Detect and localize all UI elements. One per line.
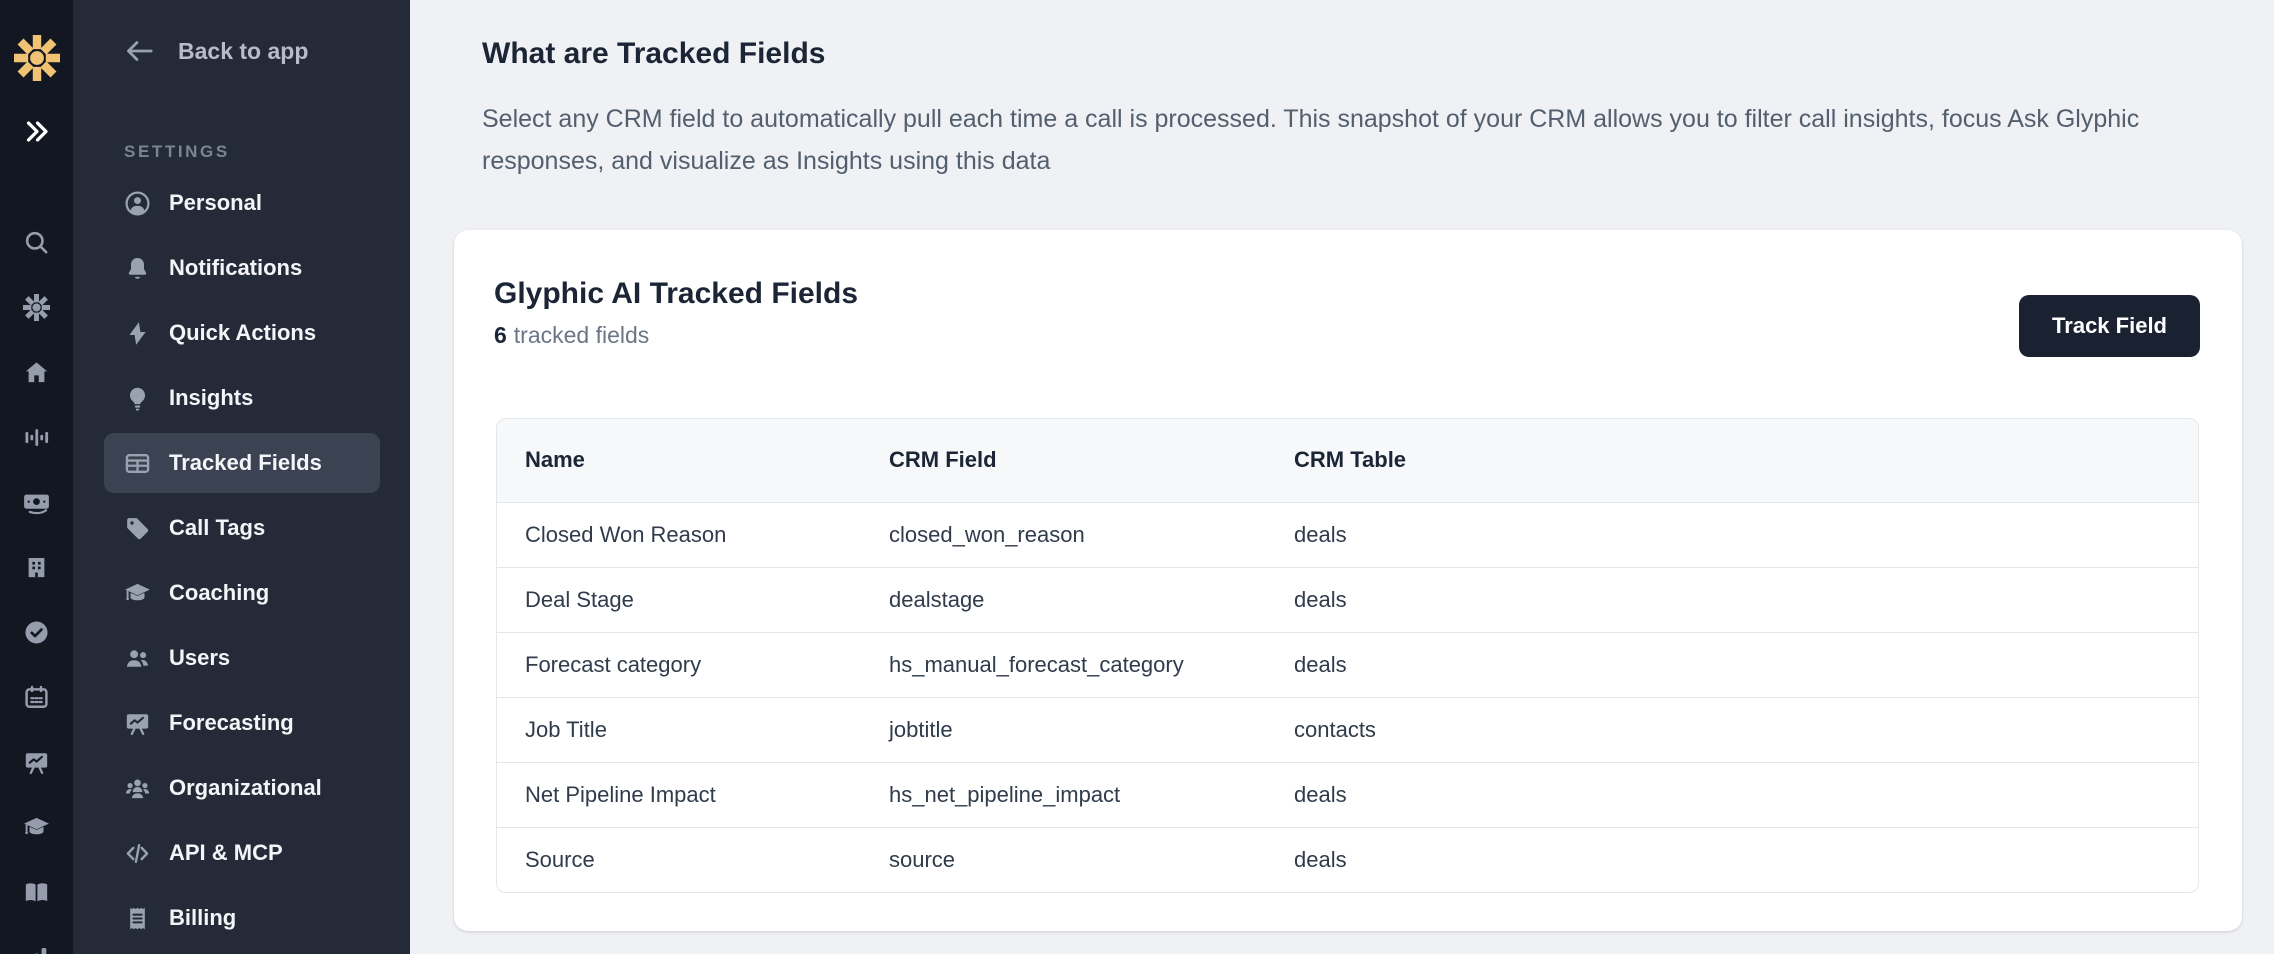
- double-chevron-right-icon[interactable]: [23, 118, 51, 145]
- sidebar-item-organizational[interactable]: Organizational: [104, 758, 380, 818]
- sidebar-item-label: Notifications: [169, 255, 303, 280]
- track-field-button[interactable]: Track Field: [2019, 295, 2200, 357]
- sidebar-item-personal[interactable]: Personal: [104, 173, 380, 233]
- tracked-fields-count: 6 tracked fields: [494, 322, 858, 349]
- cell-name: Job Title: [525, 716, 607, 742]
- main-content: What are Tracked Fields Select any CRM f…: [410, 0, 2274, 954]
- sidebar-item-quick-actions[interactable]: Quick Actions: [104, 303, 380, 363]
- page-description: Select any CRM field to automatically pu…: [482, 105, 2140, 175]
- sidebar-item-label: Insights: [169, 385, 254, 410]
- search-icon[interactable]: [23, 229, 50, 256]
- sidebar-item-label: Users: [169, 645, 231, 670]
- count-label: tracked fields: [513, 322, 650, 348]
- glyphic-mark-icon[interactable]: [23, 294, 50, 321]
- sidebar-item-forecasting[interactable]: Forecasting: [104, 693, 380, 753]
- table-row[interactable]: Forecast category hs_manual_forecast_cat…: [497, 632, 2198, 697]
- sidebar-item-api-mcp[interactable]: API & MCP: [104, 823, 380, 883]
- sidebar-item-label: API & MCP: [169, 840, 283, 865]
- receipt-icon: [124, 905, 151, 932]
- cell-crm-table: deals: [1294, 846, 1347, 872]
- book-icon[interactable]: [23, 879, 50, 906]
- cell-crm-field: dealstage: [889, 586, 985, 612]
- cell-name: Net Pipeline Impact: [525, 781, 716, 807]
- sidebar-item-label: Organizational: [169, 775, 322, 800]
- cell-name: Closed Won Reason: [525, 521, 727, 547]
- col-header-crm-table: CRM Table: [1294, 447, 1407, 473]
- sidebar-item-label: Call Tags: [169, 515, 266, 540]
- people-group-icon: [124, 775, 151, 802]
- col-header-crm-field: CRM Field: [889, 447, 997, 473]
- waveform-icon[interactable]: [23, 424, 50, 451]
- sidebar-item-users[interactable]: Users: [104, 628, 380, 688]
- lightbulb-icon: [124, 385, 151, 412]
- sidebar-item-insights[interactable]: Insights: [104, 368, 380, 428]
- sidebar-item-label: Personal: [169, 190, 262, 215]
- building-icon[interactable]: [23, 554, 50, 581]
- banknote-icon[interactable]: [23, 489, 50, 516]
- cell-crm-field: hs_net_pipeline_impact: [889, 781, 1121, 807]
- tracked-fields-card: Glyphic AI Tracked Fields 6 tracked field…: [454, 230, 2242, 931]
- sidebar-item-label: Forecasting: [169, 710, 294, 735]
- card-title: Glyphic AI Tracked Fields: [494, 277, 859, 310]
- cell-crm-table: deals: [1294, 651, 1347, 677]
- arrow-left-icon: [123, 36, 157, 66]
- sidebar-item-label: Coaching: [169, 580, 270, 605]
- sidebar-item-label: Quick Actions: [169, 320, 317, 345]
- icon-rail: [0, 0, 73, 954]
- col-header-name: Name: [525, 447, 585, 473]
- cell-name: Source: [525, 846, 595, 872]
- tag-icon: [124, 515, 151, 542]
- users-icon: [124, 645, 151, 672]
- back-to-app-label: Back to app: [178, 37, 309, 64]
- cell-name: Deal Stage: [525, 586, 634, 612]
- glyphic-logo-icon[interactable]: [13, 30, 60, 86]
- tracked-fields-table: Name CRM Field CRM Table Closed Won Reas…: [496, 418, 2199, 893]
- presentation-chart-icon: [124, 710, 151, 737]
- cell-name: Forecast category: [525, 651, 702, 677]
- table-row[interactable]: Net Pipeline Impact hs_net_pipeline_impa…: [497, 762, 2198, 827]
- cell-crm-field: closed_won_reason: [889, 521, 1085, 547]
- bar-chart-icon[interactable]: [23, 944, 50, 954]
- person-icon: [124, 190, 151, 217]
- code-icon: [124, 840, 151, 867]
- cell-crm-table: deals: [1294, 521, 1347, 547]
- sidebar-item-tracked-fields[interactable]: Tracked Fields: [104, 433, 380, 493]
- graduation-cap-icon[interactable]: [23, 814, 50, 841]
- lightning-icon: [124, 320, 151, 347]
- table-row[interactable]: Closed Won Reason closed_won_reason deal…: [497, 502, 2198, 567]
- table-header-row: Name CRM Field CRM Table: [497, 419, 2198, 502]
- sidebar-item-billing[interactable]: Billing: [104, 888, 380, 948]
- table-row[interactable]: Source source deals: [497, 827, 2198, 892]
- settings-sidebar: Back to app SETTINGS Personal Notificati…: [73, 0, 410, 954]
- count-value: 6: [494, 322, 507, 348]
- sidebar-item-call-tags[interactable]: Call Tags: [104, 498, 380, 558]
- page-title: What are Tracked Fields: [482, 37, 826, 70]
- presentation-chart-icon[interactable]: [23, 749, 50, 776]
- cell-crm-table: contacts: [1294, 716, 1376, 742]
- sidebar-item-coaching[interactable]: Coaching: [104, 563, 380, 623]
- settings-nav: Personal Notifications Quick Actions: [73, 173, 410, 948]
- calendar-icon[interactable]: [23, 684, 50, 711]
- table-row[interactable]: Job Title jobtitle contacts: [497, 697, 2198, 762]
- sidebar-item-label: Billing: [169, 905, 237, 930]
- card-header: Glyphic AI Tracked Fields 6 tracked field…: [454, 230, 2242, 357]
- settings-section-label: SETTINGS: [124, 142, 230, 161]
- table-icon: [124, 450, 151, 477]
- sidebar-item-label: Tracked Fields: [169, 450, 322, 475]
- cell-crm-field: hs_manual_forecast_category: [889, 651, 1184, 677]
- back-to-app-button[interactable]: Back to app: [73, 0, 410, 66]
- graduation-cap-icon: [124, 580, 151, 607]
- cell-crm-field: jobtitle: [889, 716, 953, 742]
- bell-icon: [124, 255, 151, 282]
- badge-check-icon[interactable]: [23, 619, 50, 646]
- cell-crm-table: deals: [1294, 586, 1347, 612]
- cell-crm-field: source: [889, 846, 956, 872]
- card-header-text: Glyphic AI Tracked Fields 6 tracked field…: [494, 276, 858, 349]
- sidebar-item-notifications[interactable]: Notifications: [104, 238, 380, 298]
- table-row[interactable]: Deal Stage dealstage deals: [497, 567, 2198, 632]
- home-icon[interactable]: [23, 359, 50, 386]
- cell-crm-table: deals: [1294, 781, 1347, 807]
